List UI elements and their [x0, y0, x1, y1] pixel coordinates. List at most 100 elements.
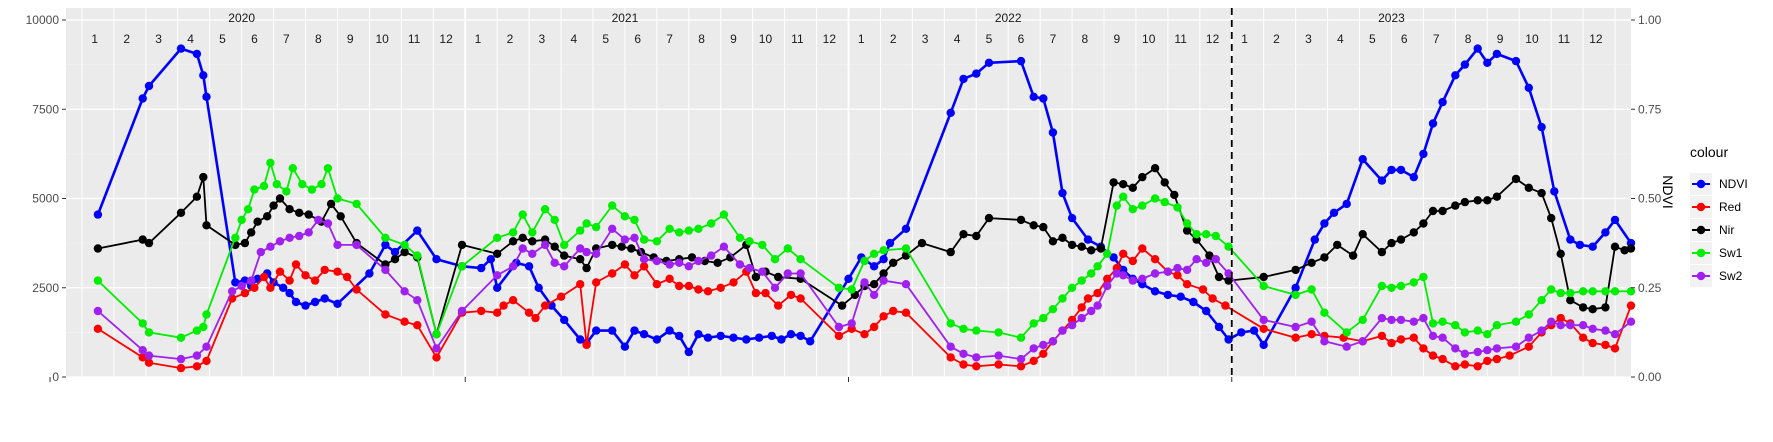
point-nir	[946, 247, 955, 257]
point-ndvi	[1039, 94, 1048, 103]
point-sw2	[1377, 313, 1387, 323]
point-sw1	[1438, 317, 1447, 326]
point-ndvi	[1460, 60, 1470, 69]
month-label: 9	[1497, 32, 1504, 46]
point-sw1	[1566, 288, 1575, 298]
point-ndvi	[959, 74, 968, 84]
point-sw1	[639, 235, 649, 244]
point-red	[1119, 249, 1128, 258]
month-label: 1	[475, 32, 482, 46]
point-sw1	[1610, 287, 1620, 296]
point-sw2	[1566, 321, 1575, 330]
point-sw2	[550, 258, 559, 267]
point-sw2	[518, 244, 527, 253]
point-red	[1460, 360, 1470, 369]
point-sw2	[639, 255, 649, 264]
point-sw1	[1138, 201, 1147, 210]
point-sw1	[1160, 197, 1169, 207]
point-ndvi	[1492, 49, 1502, 59]
point-sw2	[694, 256, 703, 266]
point-ndvi	[144, 81, 154, 91]
point-red	[1182, 280, 1192, 289]
point-sw2	[1483, 346, 1492, 355]
point-nir	[1620, 246, 1629, 255]
point-red	[608, 269, 617, 278]
point-ndvi	[486, 255, 495, 264]
point-ndvi	[365, 269, 374, 278]
point-nir	[1556, 249, 1565, 258]
point-ndvi	[320, 294, 329, 303]
point-red	[576, 280, 585, 289]
point-nir	[400, 247, 409, 257]
point-ndvi	[93, 210, 103, 219]
point-ndvi	[285, 288, 294, 298]
point-red	[138, 353, 147, 362]
point-nir	[240, 238, 250, 248]
month-label: 9	[1113, 32, 1120, 46]
point-ndvi	[1016, 56, 1026, 66]
point-sw1	[1016, 333, 1026, 342]
point-nir	[1419, 219, 1428, 228]
point-nir	[336, 212, 345, 221]
point-red	[761, 288, 770, 298]
point-sw1	[1119, 192, 1128, 201]
point-nir	[93, 244, 103, 253]
point-ndvi	[1601, 228, 1610, 237]
point-ndvi	[1451, 71, 1460, 80]
point-red	[620, 260, 630, 269]
month-label: 6	[1018, 32, 1025, 46]
month-label: 10	[759, 32, 773, 46]
month-label: 12	[823, 32, 837, 46]
point-red	[1428, 351, 1438, 360]
month-label: 6	[1401, 32, 1408, 46]
point-sw1	[1320, 308, 1329, 317]
point-sw2	[1138, 274, 1147, 283]
point-nir	[1451, 201, 1460, 210]
point-sw2	[1173, 263, 1182, 273]
point-nir	[751, 272, 761, 282]
point-nir	[285, 205, 294, 214]
point-nir	[304, 210, 313, 219]
point-sw1	[946, 319, 955, 328]
point-ndvi	[1150, 287, 1160, 296]
legend-key-point	[1696, 179, 1706, 189]
point-ndvi	[534, 283, 543, 292]
point-nir	[972, 231, 981, 241]
point-sw1	[560, 240, 569, 250]
point-sw1	[1483, 330, 1492, 339]
point-nir	[1170, 190, 1179, 200]
point-nir	[253, 217, 262, 226]
point-red	[477, 306, 486, 316]
month-label: 5	[1369, 32, 1376, 46]
point-ndvi	[202, 92, 211, 102]
point-red	[250, 283, 259, 292]
point-ndvi	[1483, 58, 1492, 67]
point-ndvi	[493, 283, 502, 292]
y-left-tick-label: 5000	[32, 192, 59, 206]
point-red	[540, 301, 550, 310]
point-nir	[1547, 213, 1556, 223]
month-label: 12	[1206, 32, 1220, 46]
point-sw2	[192, 351, 202, 360]
point-nir	[1096, 244, 1106, 253]
point-sw1	[1358, 315, 1367, 325]
point-sw1	[901, 244, 911, 253]
point-ndvi	[1259, 340, 1268, 350]
point-red	[729, 278, 738, 287]
month-label: 4	[187, 32, 194, 46]
point-red	[176, 363, 186, 373]
point-sw2	[1058, 326, 1067, 335]
point-red	[1588, 338, 1597, 348]
point-nir	[295, 208, 304, 217]
point-sw1	[1387, 283, 1396, 292]
point-sw2	[275, 237, 285, 246]
point-sw1	[250, 185, 259, 194]
point-sw1	[176, 333, 186, 342]
point-ndvi	[560, 315, 569, 325]
point-sw1	[1103, 249, 1112, 258]
point-sw1	[1058, 294, 1067, 303]
point-ndvi	[1610, 215, 1620, 225]
point-red	[1208, 294, 1217, 303]
point-nir	[138, 235, 147, 244]
legend-title: colour	[1690, 144, 1728, 160]
